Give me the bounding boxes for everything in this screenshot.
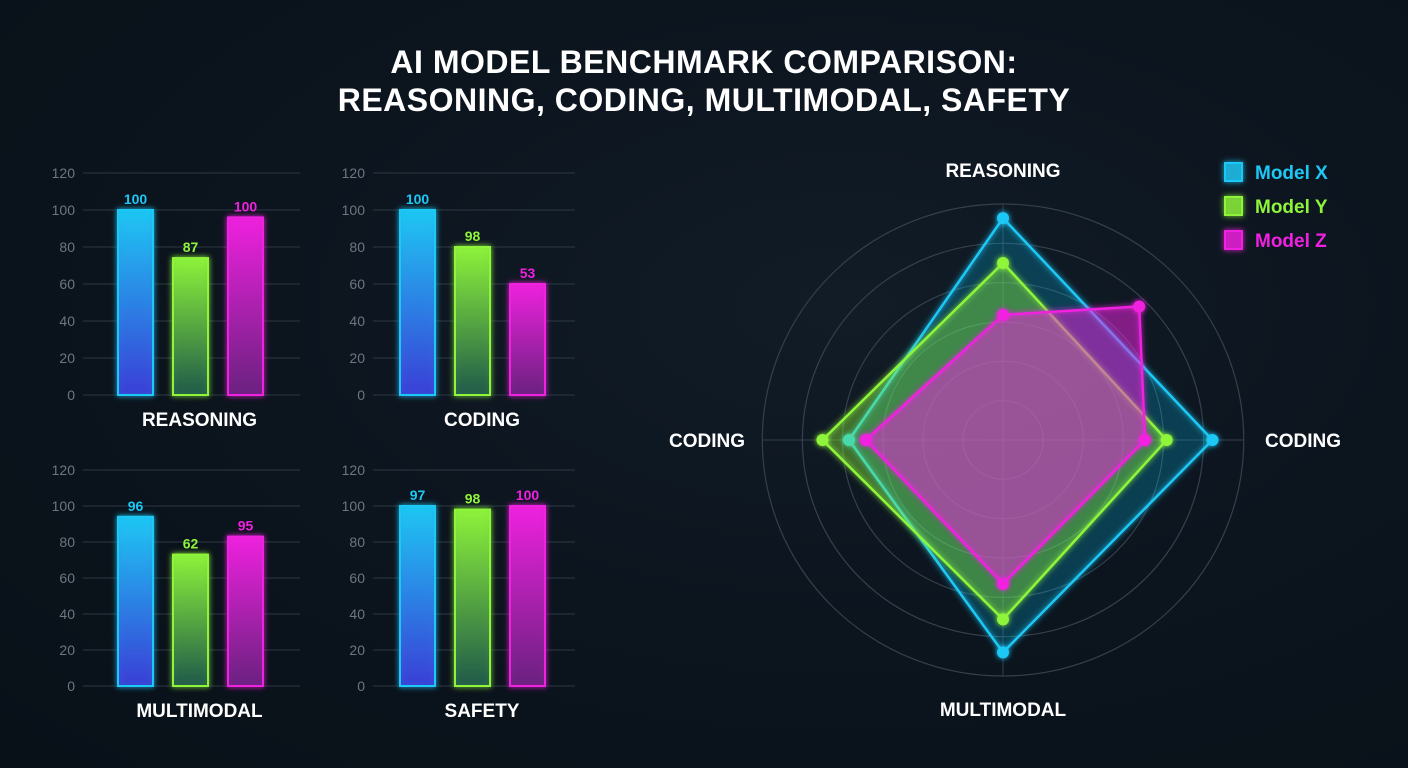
legend-label: Model Y bbox=[1255, 197, 1328, 218]
bar-model-z bbox=[509, 283, 546, 396]
y-tick-label: 80 bbox=[349, 239, 365, 255]
data-label: 100 bbox=[406, 191, 430, 207]
data-label: 98 bbox=[465, 491, 481, 507]
category-label: MULTIMODAL bbox=[136, 701, 263, 722]
category-label: CODING bbox=[444, 410, 520, 431]
y-tick-label: 80 bbox=[349, 534, 365, 550]
bar-model-y bbox=[454, 508, 491, 687]
y-tick-label: 100 bbox=[342, 202, 366, 218]
radar-point bbox=[997, 308, 1009, 321]
bar-model-y bbox=[172, 257, 209, 396]
bar-chart-coding: 0 20 40 60 80 100 120 100 98 53 CODING bbox=[342, 165, 575, 431]
legend-swatch bbox=[1224, 196, 1243, 216]
radar-point bbox=[1139, 434, 1152, 446]
chart-title-line-2: REASONING, CODING, MULTIMODAL, SAFETY bbox=[337, 82, 1071, 118]
y-tick-label: 60 bbox=[59, 276, 75, 292]
y-tick-label: 40 bbox=[59, 313, 75, 329]
y-tick-label: 20 bbox=[59, 642, 75, 658]
y-tick-label: 120 bbox=[52, 165, 76, 181]
y-tick-label: 40 bbox=[349, 606, 365, 622]
bar-model-z bbox=[227, 535, 264, 687]
radar-point bbox=[1133, 300, 1146, 313]
y-tick-label: 60 bbox=[59, 570, 75, 586]
y-tick-label: 100 bbox=[342, 498, 366, 514]
y-tick-label: 60 bbox=[349, 276, 365, 292]
radar-point bbox=[997, 257, 1009, 269]
legend-label: Model X bbox=[1255, 163, 1328, 184]
category-label: SAFETY bbox=[445, 701, 520, 722]
category-label: REASONING bbox=[142, 410, 257, 431]
data-label: 95 bbox=[238, 518, 254, 534]
chart-title-line-1: AI MODEL BENCHMARK COMPARISON: bbox=[390, 44, 1018, 80]
bar-model-y bbox=[454, 246, 491, 396]
y-tick-label: 0 bbox=[357, 387, 365, 403]
y-tick-label: 120 bbox=[52, 462, 76, 478]
radar-axis-label: REASONING bbox=[945, 161, 1060, 182]
radar-point bbox=[1206, 434, 1219, 446]
y-tick-label: 60 bbox=[349, 570, 365, 586]
data-label: 53 bbox=[520, 265, 536, 281]
y-tick-label: 120 bbox=[342, 165, 366, 181]
y-tick-label: 0 bbox=[357, 678, 365, 694]
bar-model-z bbox=[509, 505, 546, 687]
legend-label: Model Z bbox=[1255, 231, 1327, 252]
y-tick-label: 20 bbox=[59, 350, 75, 366]
radar-point bbox=[997, 646, 1009, 659]
data-label: 96 bbox=[128, 498, 144, 514]
data-label: 100 bbox=[124, 191, 148, 207]
data-label: 100 bbox=[234, 198, 258, 214]
bar-chart-reasoning: 0 20 40 60 80 100 120 100 87 100 REASONING bbox=[52, 165, 300, 431]
radar-axis-label: MULTIMODAL bbox=[940, 700, 1067, 721]
bar-model-z bbox=[227, 216, 264, 396]
y-tick-label: 100 bbox=[52, 202, 76, 218]
radar-point bbox=[816, 434, 829, 446]
bar-model-x bbox=[117, 209, 154, 396]
y-tick-label: 0 bbox=[67, 678, 75, 694]
y-tick-label: 20 bbox=[349, 642, 365, 658]
data-label: 87 bbox=[183, 239, 199, 255]
y-tick-label: 100 bbox=[52, 498, 76, 514]
y-tick-label: 0 bbox=[67, 387, 75, 403]
radar-axis-label: CODING bbox=[1265, 431, 1341, 452]
bar-model-y bbox=[172, 553, 209, 687]
radar-point bbox=[997, 613, 1009, 626]
radar-point bbox=[997, 577, 1009, 590]
y-tick-label: 80 bbox=[59, 239, 75, 255]
y-tick-label: 20 bbox=[349, 350, 365, 366]
radar-point bbox=[997, 212, 1009, 225]
bar-chart-safety: 0 20 40 60 80 100 120 97 98 100 SAFETY bbox=[342, 462, 575, 722]
radar-chart: REASONING CODING MULTIMODAL CODING Model X Mo… bbox=[669, 161, 1341, 721]
bar-model-x bbox=[399, 209, 436, 396]
radar-point bbox=[1160, 434, 1173, 446]
y-tick-label: 40 bbox=[59, 606, 75, 622]
radar-series-model-z bbox=[864, 305, 1147, 586]
data-label: 62 bbox=[183, 536, 199, 552]
y-tick-label: 120 bbox=[342, 462, 366, 478]
bar-model-x bbox=[117, 515, 154, 687]
data-label: 98 bbox=[465, 228, 481, 244]
y-tick-label: 80 bbox=[59, 534, 75, 550]
bar-chart-multimodal: 0 20 40 60 80 100 120 96 62 95 MULTIMODAL bbox=[52, 462, 300, 722]
data-label: 97 bbox=[410, 487, 426, 503]
radar-axis-label: CODING bbox=[669, 431, 745, 452]
legend-swatch bbox=[1224, 230, 1243, 250]
bar-model-x bbox=[399, 505, 436, 687]
radar-point bbox=[859, 434, 872, 446]
legend-swatch bbox=[1224, 162, 1243, 182]
y-tick-label: 40 bbox=[349, 313, 365, 329]
data-label: 100 bbox=[516, 487, 540, 503]
